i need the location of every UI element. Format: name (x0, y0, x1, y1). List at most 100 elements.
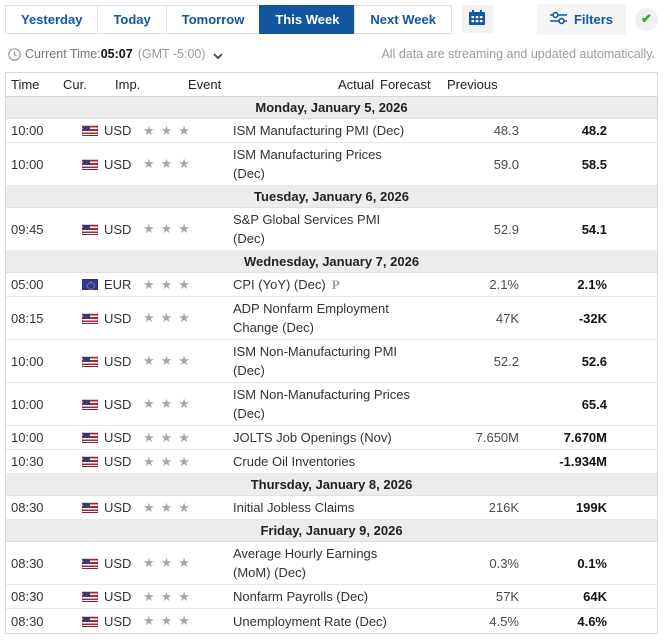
event-name[interactable]: Crude Oil Inventories (233, 454, 356, 469)
header-importance: Imp. (115, 77, 141, 92)
currency-cell: USD (61, 589, 136, 604)
event-name[interactable]: Average Hourly Earnings (MoM) (Dec) (233, 546, 378, 580)
currency-code: USD (104, 555, 132, 571)
event-time: 10:00 (11, 353, 44, 369)
event-row[interactable]: 08:30 USD ★★★ Nonfarm Payrolls (Dec) 57K… (6, 585, 657, 609)
event-row[interactable]: 10:30 USD ★★★ Crude Oil Inventories -1.9… (6, 450, 657, 474)
streaming-note: All data are streaming and updated autom… (381, 47, 655, 61)
status-bar: Current Time: 05:07 (GMT -5:00) All data… (8, 44, 655, 64)
currency-code: USD (104, 353, 132, 369)
day-header-label: Tuesday, January 6, 2026 (254, 189, 409, 204)
event-name[interactable]: ADP Nonfarm Employment Change (Dec) (233, 301, 389, 335)
currency-cell: USD (61, 222, 136, 237)
event-cell: JOLTS Job Openings (Nov) (233, 428, 443, 447)
event-row[interactable]: 08:30 USD ★★★ Initial Jobless Claims 216… (6, 496, 657, 520)
filters-sliders-icon (549, 11, 567, 28)
filters-button[interactable]: Filters (536, 3, 626, 35)
currency-code: USD (104, 156, 132, 172)
clock-icon (8, 47, 21, 61)
event-row[interactable]: 10:00 USD ★★★ ISM Manufacturing PMI (Dec… (6, 119, 657, 143)
currency-flag-icon (82, 615, 98, 627)
importance-stars-icon: ★★★ (143, 156, 196, 171)
timezone-label: (GMT -5:00) (137, 47, 206, 61)
importance-stars-icon: ★★★ (143, 221, 196, 236)
day-header-row: Tuesday, January 6, 2026 (6, 186, 657, 208)
date-range-tab[interactable]: Tomorrow (165, 4, 261, 34)
currency-cell: USD (61, 454, 136, 469)
event-time: 10:00 (11, 396, 44, 412)
event-name[interactable]: ISM Manufacturing PMI (Dec) (233, 123, 405, 138)
event-name[interactable]: ISM Manufacturing Prices (Dec) (233, 147, 382, 181)
importance-stars-icon: ★★★ (143, 122, 196, 138)
event-row[interactable]: 08:30 USD ★★★ Unemployment Rate (Dec) 4.… (6, 609, 657, 633)
day-header-label: Monday, January 5, 2026 (255, 100, 408, 115)
event-cell: Initial Jobless Claims (233, 498, 443, 517)
previous-value: 48.2 (581, 123, 607, 138)
calendar-table: Time Cur. Imp. Event Actual Forecast Pre… (5, 72, 658, 634)
event-row[interactable]: 08:30 USD ★★★ Average Hourly Earnings (M… (6, 542, 657, 585)
currency-cell: USD (61, 397, 136, 412)
event-time: 10:00 (11, 156, 44, 172)
forecast-value: 52.9 (493, 221, 519, 237)
event-time: 09:45 (11, 221, 44, 237)
event-name[interactable]: Nonfarm Payrolls (Dec) (233, 589, 369, 604)
day-header-row: Friday, January 9, 2026 (6, 520, 657, 542)
event-time: 10:00 (11, 123, 44, 138)
event-name[interactable]: Initial Jobless Claims (233, 500, 355, 515)
streaming-ok-check-icon[interactable]: ✔ (635, 7, 658, 31)
currency-cell: USD (61, 500, 136, 515)
previous-value: 4.6% (577, 613, 607, 629)
event-row[interactable]: 08:15 USD ★★★ ADP Nonfarm Employment Cha… (6, 297, 657, 340)
date-range-tab[interactable]: Yesterday (5, 4, 99, 34)
event-name[interactable]: ISM Non-Manufacturing PMI (Dec) (233, 344, 398, 378)
currency-code: USD (104, 430, 132, 445)
currency-flag-icon (82, 223, 98, 235)
importance-stars-icon: ★★★ (143, 453, 196, 469)
previous-value: 58.5 (581, 156, 607, 172)
currency-code: USD (104, 310, 132, 326)
event-row[interactable]: 09:45 USD ★★★ S&P Global Services PMI (D… (6, 208, 657, 251)
event-name[interactable]: JOLTS Job Openings (Nov) (233, 430, 392, 445)
event-time: 08:30 (11, 589, 44, 604)
date-range-tab[interactable]: Today (97, 4, 167, 34)
importance-stars-icon: ★★★ (143, 429, 196, 445)
event-row[interactable]: 10:00 USD ★★★ ISM Manufacturing Prices (… (6, 143, 657, 186)
currency-flag-icon (82, 158, 98, 170)
forecast-value: 48.3 (493, 123, 519, 138)
date-range-tab[interactable]: Next Week (354, 4, 452, 34)
currency-cell: USD (61, 157, 136, 172)
importance-stars-icon: ★★★ (143, 555, 196, 570)
currency-cell: USD (61, 614, 136, 629)
importance-stars-icon: ★★★ (143, 588, 196, 604)
timezone-dropdown-toggle[interactable] (212, 47, 223, 62)
event-cell: Crude Oil Inventories (233, 452, 443, 471)
event-cell: Unemployment Rate (Dec) (233, 612, 443, 631)
event-row[interactable]: 10:00 USD ★★★ ISM Non-Manufacturing Pric… (6, 383, 657, 426)
importance-stars-icon: ★★★ (143, 310, 196, 325)
event-cell: ADP Nonfarm Employment Change (Dec) (233, 299, 443, 337)
event-row[interactable]: 10:00 USD ★★★ JOLTS Job Openings (Nov) 7… (6, 426, 657, 450)
event-name[interactable]: Unemployment Rate (Dec) (233, 613, 387, 629)
day-header-label: Wednesday, January 7, 2026 (243, 254, 420, 269)
calendar-picker-button[interactable] (461, 5, 493, 33)
importance-stars-icon: ★★★ (143, 613, 196, 628)
event-row[interactable]: 10:00 USD ★★★ ISM Non-Manufacturing PMI … (6, 340, 657, 383)
toolbar: Yesterday Today Tomorrow This Week Next … (5, 3, 658, 35)
event-name[interactable]: CPI (YoY) (Dec) (233, 277, 326, 292)
date-range-tab[interactable]: This Week (259, 4, 356, 34)
forecast-value: 52.2 (493, 353, 519, 369)
event-cell: ISM Non-Manufacturing Prices (Dec) (233, 385, 443, 423)
currency-flag-icon (82, 456, 98, 467)
forecast-value: 216K (488, 500, 519, 515)
event-name[interactable]: ISM Non-Manufacturing Prices (Dec) (233, 387, 411, 421)
event-cell: S&P Global Services PMI (Dec) (233, 210, 443, 248)
preliminary-marker: P (331, 277, 340, 292)
event-name[interactable]: S&P Global Services PMI (Dec) (233, 212, 381, 246)
event-row[interactable]: 05:00 EUR ★★★ CPI (YoY) (Dec) P 2.1% 2.1% (6, 273, 657, 297)
day-header-row: Thursday, January 8, 2026 (6, 474, 657, 496)
previous-value: 64K (583, 589, 607, 604)
currency-cell: EUR (61, 277, 136, 292)
currency-flag-icon (82, 279, 98, 290)
day-header-row: Wednesday, January 7, 2026 (6, 251, 657, 273)
